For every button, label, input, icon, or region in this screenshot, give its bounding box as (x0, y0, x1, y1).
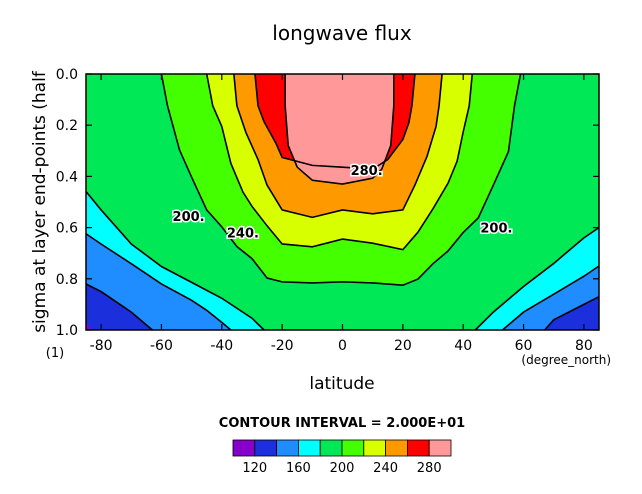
y-tick-label: 0.8 (56, 272, 78, 288)
contour-line-edge-1 (501, 265, 600, 331)
y-axis-label: sigma at layer end-points (half (30, 70, 50, 333)
contour-line-layer (85, 73, 600, 331)
contour-label: 240. (227, 227, 259, 242)
contour-interval-note: CONTOUR INTERVAL = 2.000E+01 (219, 416, 465, 431)
colorbar-swatch-240 (385, 439, 408, 457)
x-tick-label: -60 (150, 338, 173, 354)
contour-line-160 (85, 233, 232, 331)
colorbar: 120 160 200 240 280 (232, 439, 452, 476)
band-280-300 (285, 74, 394, 185)
colorbar-swatch-180 (319, 439, 343, 457)
x-tick-label: 0 (338, 338, 347, 354)
contour-line-220 (205, 73, 474, 251)
colorbar-swatch-220 (363, 439, 386, 457)
contour-label: 200. (480, 222, 512, 237)
x-axis-units: (degree_north) (521, 353, 611, 367)
y-tick-label: 0.6 (56, 221, 78, 237)
colorbar-swatch-160 (297, 439, 321, 457)
contour-line-edge-0 (474, 226, 600, 331)
x-axis: -80 -60 -40 -20 0 20 40 60 80 (90, 74, 593, 354)
band-100-120 (86, 322, 93, 330)
contour-line-260 (254, 73, 416, 171)
contour-label: 200. (173, 210, 205, 225)
band-120-140-left (86, 283, 153, 330)
x-tick-label: -80 (90, 338, 113, 354)
colorbar-swatch-200 (341, 439, 365, 457)
colorbar-swatch-120 (254, 439, 278, 457)
y-tick-label: 0.4 (56, 169, 78, 185)
x-tick-label: -40 (210, 338, 233, 354)
x-tick-label: 40 (454, 338, 472, 354)
colorbar-tick-label: 240 (373, 461, 398, 476)
y-tick-label: 0.0 (56, 67, 78, 83)
contour-label: 280. (351, 164, 383, 179)
colorbar-tick-label: 200 (330, 461, 355, 476)
x-tick-label: 60 (515, 338, 533, 354)
y-axis: 0.0 0.2 0.4 0.6 0.8 1.0 (56, 67, 599, 339)
contour-line-240 (233, 73, 443, 219)
x-tick-label: -20 (271, 338, 294, 354)
contour-line-200 (160, 73, 522, 287)
colorbar-tick-label: 160 (286, 461, 311, 476)
contour-line-180 (85, 190, 265, 331)
x-tick-label: 80 (575, 338, 593, 354)
colorbar-swatch-140 (276, 439, 299, 457)
contour-line-280 (284, 74, 395, 185)
colorbar-swatch-260 (406, 439, 430, 457)
colorbar-tick-label: 120 (242, 461, 267, 476)
colorbar-tick-label: 280 (417, 461, 442, 476)
x-axis-label: latitude (309, 374, 374, 394)
y-axis-units: (1) (46, 346, 64, 361)
band-120-140-right (544, 296, 599, 330)
colorbar-swatch-280 (428, 439, 452, 457)
y-tick-label: 0.2 (56, 118, 78, 134)
y-tick-label: 1.0 (56, 323, 78, 339)
contour-label-layer: 200. 240. 280. 200. (171, 163, 514, 244)
contour-fill-layer (86, 74, 599, 330)
x-tick-label: 20 (394, 338, 412, 354)
contour-line-edge-2 (85, 283, 153, 331)
contour-line-edge-3 (544, 296, 600, 331)
colorbar-swatch-100 (232, 439, 256, 457)
chart-title: longwave flux (272, 21, 412, 45)
